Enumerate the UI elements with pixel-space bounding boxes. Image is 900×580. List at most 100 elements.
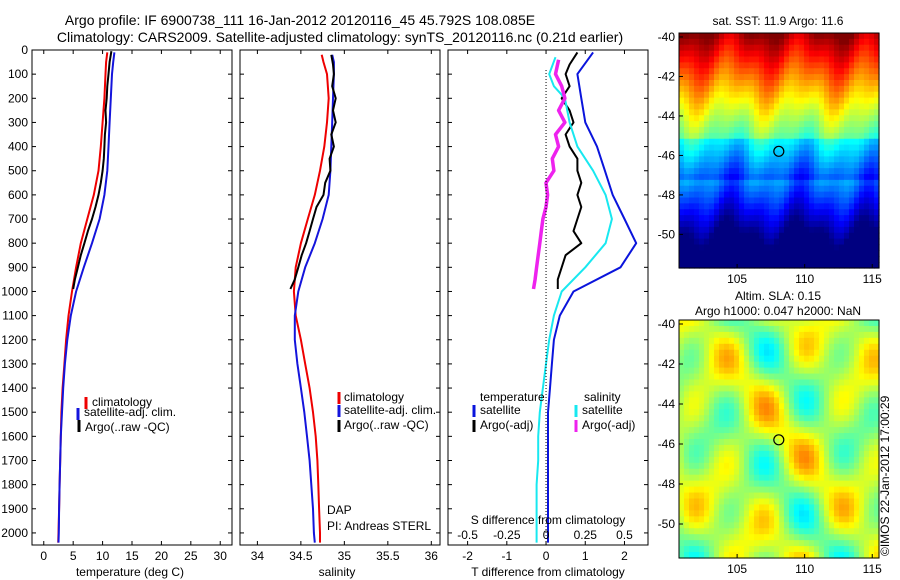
- heatmap-cell: [859, 168, 865, 175]
- heatmap-cell: [744, 244, 750, 251]
- heatmap-cell: [854, 91, 860, 99]
- heatmap-cell: [724, 528, 730, 535]
- heatmap-cell: [689, 337, 695, 345]
- heatmap-cell: [734, 486, 740, 494]
- heatmap-cell: [779, 250, 785, 257]
- heatmap-cell: [784, 468, 790, 476]
- heatmap-cell: [714, 174, 720, 181]
- heatmap-cell: [814, 331, 820, 339]
- heatmap-cell: [724, 215, 730, 222]
- heatmap-cell: [809, 80, 815, 87]
- heatmap-cell: [854, 38, 860, 46]
- salinity-series-group: [289, 54, 337, 543]
- heatmap-cell: [754, 337, 760, 345]
- heatmap-cell: [799, 168, 805, 175]
- heatmap-cell: [699, 355, 705, 363]
- heatmap-cell: [744, 262, 750, 269]
- heatmap-cell: [729, 397, 735, 404]
- heatmap-cell: [784, 103, 790, 110]
- heatmap-cell: [719, 528, 725, 535]
- heatmap-cell: [859, 150, 865, 157]
- heatmap-cell: [684, 474, 690, 482]
- heatmap-cell: [844, 552, 850, 559]
- heatmap-cell: [834, 427, 840, 434]
- heatmap-cell: [809, 44, 815, 52]
- heatmap-cell: [729, 385, 735, 392]
- heatmap-cell: [874, 552, 880, 559]
- heatmap-cell: [804, 397, 810, 404]
- heatmap-cell: [694, 468, 700, 476]
- heatmap-cell: [679, 262, 685, 269]
- heatmap-cell: [764, 522, 770, 529]
- heatmap-cell: [779, 68, 785, 75]
- heatmap-cell: [709, 391, 715, 398]
- heatmap-cell: [709, 56, 715, 63]
- heatmap-cell: [744, 391, 750, 398]
- heatmap-cell: [874, 215, 880, 222]
- heatmap-cell: [744, 325, 750, 333]
- heatmap-cell: [739, 68, 745, 75]
- heatmap-cell: [854, 85, 860, 93]
- heatmap-cell: [869, 80, 875, 87]
- heatmap-cell: [839, 349, 845, 357]
- heatmap-cell: [809, 516, 815, 523]
- heatmap-cell: [774, 367, 780, 375]
- heatmap-cell: [799, 156, 805, 163]
- heatmap-cell: [809, 427, 815, 434]
- heatmap-cell: [819, 74, 825, 81]
- heatmap-cell: [744, 80, 750, 87]
- heatmap-cell: [769, 552, 775, 559]
- heatmap-cell: [694, 486, 700, 494]
- heatmap-cell: [779, 197, 785, 204]
- heatmap-cell: [739, 546, 745, 553]
- heatmap-cell: [684, 320, 690, 327]
- heatmap-cell: [784, 150, 790, 157]
- heatmap-cell: [779, 238, 785, 246]
- heatmap-cell: [724, 546, 730, 553]
- heatmap-cell: [684, 397, 690, 404]
- heatmap-cell: [859, 56, 865, 63]
- heatmap-cell: [704, 44, 710, 52]
- heatmap-cell: [794, 456, 800, 464]
- heatmap-cell: [729, 103, 735, 110]
- depth-tick-label: 1500: [1, 405, 28, 419]
- heatmap-cell: [804, 385, 810, 392]
- heatmap-cell: [744, 415, 750, 422]
- heatmap-cell: [859, 349, 865, 357]
- heatmap-cell: [844, 103, 850, 110]
- heatmap-cell: [794, 337, 800, 345]
- heatmap-cell: [799, 62, 805, 69]
- heatmap-cell: [769, 232, 775, 240]
- heatmap-cell: [729, 343, 735, 351]
- heatmap-cell: [739, 355, 745, 363]
- heatmap-cell: [799, 528, 805, 535]
- heatmap-cell: [864, 256, 870, 263]
- heatmap-cell: [769, 62, 775, 69]
- heatmap-cell: [854, 162, 860, 169]
- heatmap-cell: [694, 552, 700, 559]
- heatmap-cell: [729, 421, 735, 428]
- heatmap-cell: [784, 367, 790, 375]
- heatmap-cell: [744, 510, 750, 517]
- heatmap-cell: [834, 510, 840, 517]
- heatmap-cell: [859, 238, 865, 246]
- heatmap-cell: [734, 355, 740, 363]
- heatmap-cell: [749, 540, 755, 547]
- heatmap-cell: [744, 162, 750, 169]
- heatmap-cell: [799, 144, 805, 152]
- heatmap-cell: [809, 132, 815, 140]
- heatmap-cell: [764, 68, 770, 75]
- heatmap-cell: [764, 450, 770, 458]
- heatmap-cell: [724, 439, 730, 446]
- heatmap-cell: [799, 179, 805, 187]
- heatmap-cell: [704, 62, 710, 69]
- heatmap-cell: [774, 74, 780, 81]
- heatmap-cell: [849, 385, 855, 392]
- heatmap-cell: [819, 68, 825, 75]
- heatmap-cell: [744, 44, 750, 52]
- heatmap-cell: [714, 421, 720, 428]
- heatmap-cell: [769, 209, 775, 216]
- heatmap-cell: [719, 121, 725, 128]
- heatmap-cell: [809, 498, 815, 506]
- heatmap-cell: [834, 168, 840, 175]
